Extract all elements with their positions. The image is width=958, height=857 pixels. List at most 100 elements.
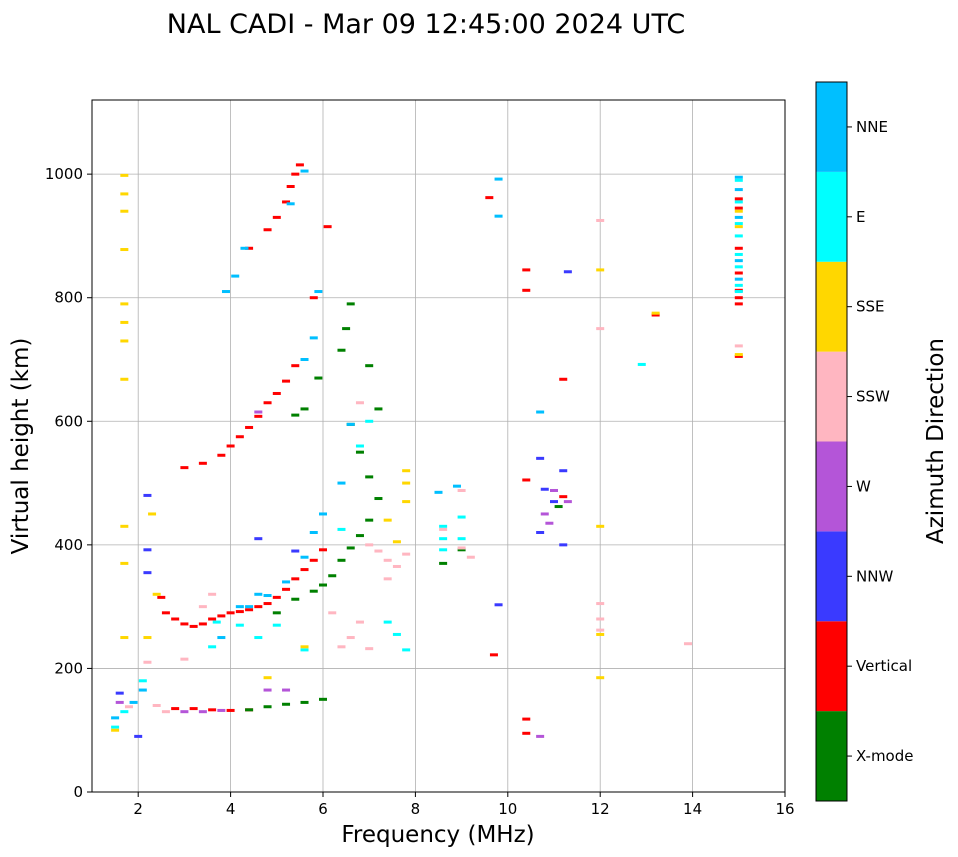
grid-lines — [92, 100, 785, 792]
data-point — [540, 512, 549, 516]
series-e — [111, 178, 743, 729]
data-point — [734, 353, 743, 357]
data-point — [120, 636, 129, 640]
data-point — [295, 163, 304, 167]
colorbar-label-text: W — [856, 477, 871, 495]
data-point — [111, 725, 120, 729]
data-point — [120, 320, 129, 324]
data-point — [300, 645, 309, 649]
data-point — [282, 379, 291, 383]
data-point — [120, 339, 129, 343]
data-point — [291, 577, 300, 581]
data-point — [734, 178, 743, 182]
data-point — [323, 225, 332, 229]
data-point — [291, 413, 300, 417]
data-point — [120, 377, 129, 381]
x-tick-label: 2 — [133, 800, 143, 818]
data-point — [143, 636, 152, 640]
data-point — [434, 490, 443, 494]
data-point — [734, 283, 743, 287]
data-point — [402, 648, 411, 652]
data-point — [226, 708, 235, 712]
data-point — [300, 407, 309, 411]
x-tick-label: 8 — [411, 800, 421, 818]
data-point — [734, 265, 743, 269]
data-point — [457, 488, 466, 492]
data-point — [245, 425, 254, 429]
y-tick-label: 200 — [54, 659, 83, 677]
data-point — [180, 710, 189, 714]
data-point — [300, 169, 309, 173]
data-point — [143, 493, 152, 497]
data-point — [263, 401, 272, 405]
data-point — [286, 185, 295, 188]
data-point — [143, 548, 152, 552]
data-point — [494, 214, 503, 218]
data-point — [536, 410, 545, 414]
data-point — [272, 611, 281, 615]
data-point — [208, 645, 217, 649]
data-point — [208, 592, 217, 596]
data-point — [111, 728, 120, 732]
data-point — [355, 444, 364, 448]
data-point — [138, 688, 147, 692]
data-point — [563, 500, 572, 504]
data-point — [143, 660, 152, 664]
data-point — [489, 653, 498, 657]
data-points — [111, 163, 743, 738]
data-point — [263, 594, 272, 598]
x-tick-label: 4 — [226, 800, 236, 818]
data-point — [143, 571, 152, 575]
data-point — [198, 461, 207, 465]
data-point — [596, 327, 605, 331]
data-point — [180, 622, 189, 626]
data-point — [374, 549, 383, 553]
data-point — [148, 512, 157, 516]
data-point — [554, 505, 563, 509]
data-point — [189, 624, 198, 628]
data-point — [545, 521, 554, 525]
data-point — [314, 376, 323, 380]
data-point — [180, 657, 189, 661]
colorbar-segment — [816, 441, 847, 532]
data-point — [536, 456, 545, 460]
data-point — [217, 708, 226, 712]
y-axis-ticks: 0 200 400 600 800 1000 — [45, 165, 92, 801]
data-point — [300, 358, 309, 361]
data-point — [559, 377, 568, 381]
data-point — [550, 500, 558, 504]
data-point — [263, 688, 272, 692]
data-point — [328, 611, 337, 615]
data-point — [254, 605, 263, 609]
data-point — [161, 710, 170, 714]
data-point — [734, 259, 743, 263]
data-point — [466, 555, 475, 559]
data-point — [439, 548, 448, 552]
colorbar-segment — [816, 82, 847, 172]
data-point — [365, 518, 374, 522]
data-point — [152, 592, 161, 596]
data-point — [120, 302, 129, 306]
data-point — [300, 555, 309, 559]
data-point — [522, 268, 531, 272]
data-point — [596, 628, 605, 632]
data-point — [235, 610, 244, 614]
data-point — [309, 296, 318, 300]
data-point — [120, 248, 129, 252]
x-tick-label: 14 — [683, 800, 702, 818]
data-point — [189, 707, 198, 711]
y-tick-label: 600 — [54, 412, 83, 430]
data-point — [245, 708, 254, 712]
data-point — [263, 676, 272, 680]
data-point — [596, 676, 605, 680]
colorbar-segment — [816, 531, 847, 622]
colorbar-label-text: SSW — [856, 388, 890, 406]
data-point — [254, 537, 263, 541]
colorbar-segment — [816, 171, 847, 262]
data-point — [282, 688, 291, 692]
x-tick-label: 10 — [498, 800, 517, 818]
data-point — [208, 708, 217, 712]
data-point — [300, 700, 309, 704]
data-point — [596, 268, 605, 272]
